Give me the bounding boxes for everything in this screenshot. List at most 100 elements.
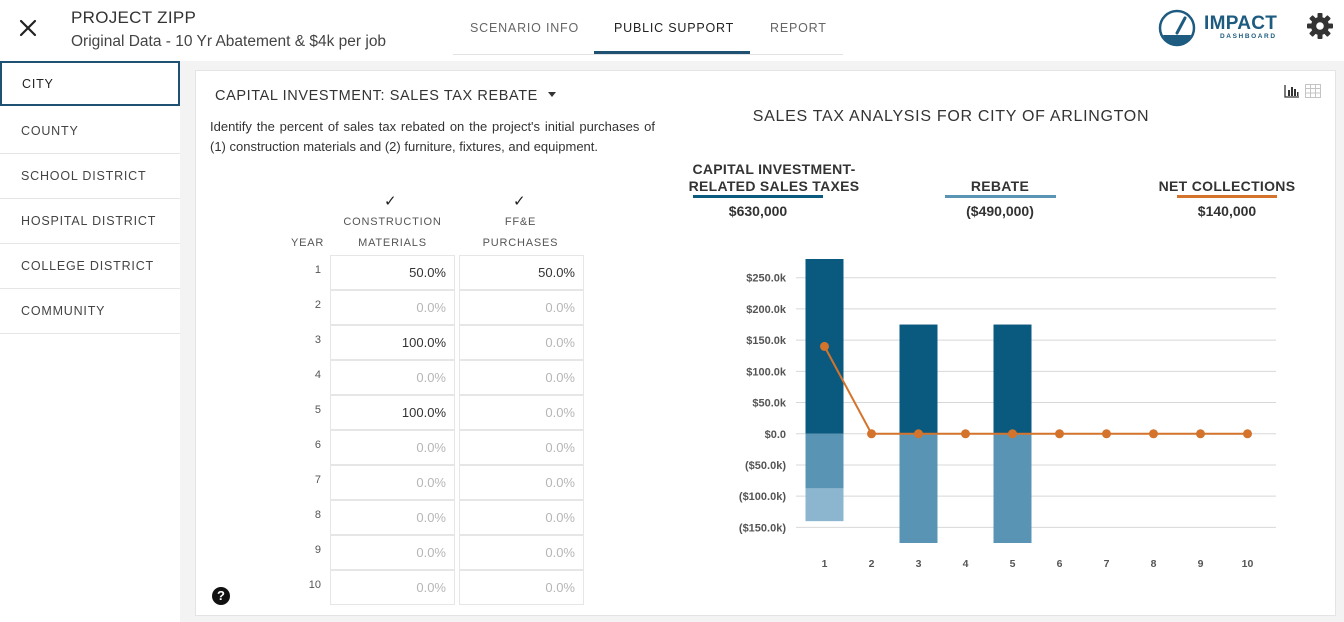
summary-value-net: $140,000 <box>1197 203 1257 219</box>
column-header-line: MATERIALS <box>358 237 427 249</box>
bar-chart-icon[interactable] <box>1284 84 1300 98</box>
main-tabs: SCENARIO INFO PUBLIC SUPPORT REPORT <box>453 0 843 55</box>
logo-text: IMPACT <box>1204 13 1278 34</box>
sales-tax-chart: $250.0k $200.0k $150.0k $100.0k $50.0k $0.0 ($… <box>739 259 1276 570</box>
year-number: 4 <box>314 369 321 381</box>
x-tick-label: 7 <box>1104 558 1110 570</box>
ffe-purchases-input[interactable]: 0.0% <box>459 360 584 395</box>
construction-materials-input[interactable]: 0.0% <box>330 290 455 325</box>
ffe-purchases-input[interactable]: 0.0% <box>459 570 584 605</box>
y-tick-label: ($150.0k) <box>739 522 786 534</box>
chart-title: SALES TAX ANALYSIS FOR CITY OF ARLINGTON <box>752 108 1150 125</box>
column-header-construction-materials: CONSTRUCTION MATERIALS <box>330 212 455 254</box>
impact-dashboard-logo: IMPACT DASHBOARD <box>1158 8 1278 48</box>
year-number: 10 <box>308 579 321 591</box>
column-header-line: FF&E <box>504 216 537 228</box>
construction-materials-input[interactable]: 0.0% <box>330 465 455 500</box>
sidebar: CITY COUNTY SCHOOL DISTRICT HOSPITAL DIS… <box>0 61 180 622</box>
tab-public-support[interactable]: PUBLIC SUPPORT <box>614 21 735 35</box>
project-subtitle: Original Data - 10 Yr Abatement & $4k pe… <box>71 33 387 50</box>
sidebar-item-community[interactable]: COMMUNITY <box>0 289 180 334</box>
net-collections-point <box>1196 429 1205 439</box>
year-number: 3 <box>314 334 321 346</box>
ffe-purchases-input[interactable]: 0.0% <box>459 535 584 570</box>
net-collections-point <box>961 429 970 439</box>
logo-subtext: DASHBOARD <box>1220 33 1277 40</box>
y-tick-label: $100.0k <box>746 366 787 378</box>
sidebar-item-college-district[interactable]: COLLEGE DISTRICT <box>0 244 180 289</box>
construction-materials-input[interactable]: 0.0% <box>330 535 455 570</box>
summary-line-taxes <box>693 195 823 198</box>
tab-scenario-info[interactable]: SCENARIO INFO <box>470 21 580 35</box>
y-tick-label: $0.0 <box>765 429 786 441</box>
construction-materials-checkbox[interactable]: ✓ <box>384 193 397 210</box>
ffe-purchases-checkbox[interactable]: ✓ <box>513 193 526 210</box>
ffe-purchases-input[interactable]: 0.0% <box>459 500 584 535</box>
year-number: 6 <box>314 439 321 451</box>
project-title: PROJECT ZIPP <box>71 8 197 27</box>
sidebar-item-school-district[interactable]: SCHOOL DISTRICT <box>0 154 180 199</box>
summary-line-net <box>1177 195 1277 198</box>
rebate-materials-bar <box>805 433 844 489</box>
section-dropdown[interactable]: CAPITAL INVESTMENT: SALES TAX REBATE <box>215 88 556 104</box>
view-toggle <box>1284 84 1321 100</box>
summary-label-rebate: REBATE <box>970 178 1030 194</box>
close-icon[interactable] <box>14 14 42 42</box>
x-tick-label: 10 <box>1242 558 1254 570</box>
year-number: 7 <box>314 474 321 486</box>
year-number: 8 <box>314 509 321 521</box>
construction-materials-input[interactable]: 0.0% <box>330 570 455 605</box>
year-number: 1 <box>314 264 321 276</box>
construction-materials-input[interactable]: 50.0% <box>330 255 455 290</box>
y-tick-label: ($100.0k) <box>739 491 786 503</box>
ffe-purchases-input[interactable]: 0.0% <box>459 465 584 500</box>
y-tick-label: $50.0k <box>752 398 787 410</box>
table-view-icon[interactable] <box>1305 84 1321 98</box>
summary-label-line: CAPITAL INVESTMENT- <box>692 161 856 177</box>
x-tick-label: 5 <box>1010 558 1016 570</box>
y-tick-label: $200.0k <box>746 304 787 316</box>
tax-bar <box>993 324 1032 434</box>
net-collections-point <box>1008 429 1017 439</box>
x-tick-label: 4 <box>963 558 969 570</box>
construction-materials-input[interactable]: 0.0% <box>330 430 455 465</box>
ffe-purchases-input[interactable]: 50.0% <box>459 255 584 290</box>
year-number: 2 <box>314 299 321 311</box>
x-tick-label: 1 <box>822 558 828 570</box>
tax-bar <box>899 324 938 434</box>
construction-materials-input[interactable]: 100.0% <box>330 395 455 430</box>
help-icon[interactable]: ? <box>212 587 230 605</box>
column-header-ffe-purchases: FF&E PURCHASES <box>458 212 583 254</box>
year-number: 5 <box>314 404 321 416</box>
y-tick-label: $250.0k <box>746 273 787 285</box>
section-title: CAPITAL INVESTMENT: SALES TAX REBATE <box>215 88 538 104</box>
net-collections-point <box>820 341 829 351</box>
app-header: PROJECT ZIPP Original Data - 10 Yr Abate… <box>0 0 1344 61</box>
construction-materials-input[interactable]: 100.0% <box>330 325 455 360</box>
tab-report[interactable]: REPORT <box>770 21 827 35</box>
active-tab-indicator <box>594 51 750 54</box>
construction-materials-input[interactable]: 0.0% <box>330 360 455 395</box>
y-tick-label: $150.0k <box>746 335 787 347</box>
net-collections-line <box>823 345 1248 435</box>
ffe-purchases-input[interactable]: 0.0% <box>459 325 584 360</box>
sidebar-item-city[interactable]: CITY <box>0 61 180 106</box>
gear-icon[interactable] <box>1306 12 1334 40</box>
column-header-line: CONSTRUCTION <box>343 216 442 228</box>
caret-down-icon <box>547 92 556 97</box>
year-number: 9 <box>314 544 321 556</box>
ffe-purchases-input[interactable]: 0.0% <box>459 395 584 430</box>
section-description: Identify the percent of sales tax rebate… <box>210 119 655 154</box>
ffe-purchases-input[interactable]: 0.0% <box>459 290 584 325</box>
main-panel: CAPITAL INVESTMENT: SALES TAX REBATE Ide… <box>195 70 1336 616</box>
ffe-purchases-input[interactable]: 0.0% <box>459 430 584 465</box>
sidebar-item-hospital-district[interactable]: HOSPITAL DISTRICT <box>0 199 180 244</box>
x-tick-label: 3 <box>916 558 922 570</box>
x-tick-label: 9 <box>1198 558 1204 570</box>
construction-materials-input[interactable]: 0.0% <box>330 500 455 535</box>
year-column-header: YEAR <box>291 237 325 249</box>
net-collections-point <box>1149 429 1158 439</box>
net-collections-point <box>1055 429 1064 439</box>
column-header-line: PURCHASES <box>482 237 559 249</box>
sidebar-item-county[interactable]: COUNTY <box>0 109 180 154</box>
